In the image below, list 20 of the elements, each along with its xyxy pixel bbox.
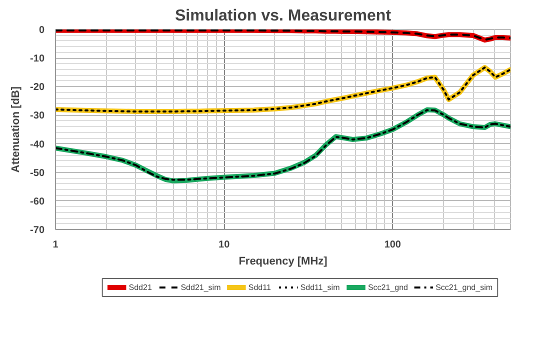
y-tick-label: -30	[30, 110, 45, 122]
y-tick-label: -40	[30, 139, 45, 150]
y-tick-label: -70	[30, 225, 45, 236]
y-tick-label: 0	[38, 25, 45, 36]
x-tick-label: 1	[52, 240, 59, 250]
legend-label: Scc21_gnd_sim	[436, 283, 493, 292]
x-tick-label: 100	[384, 240, 402, 250]
y-axis-title: Attenuation [dB]	[10, 86, 22, 173]
y-tick-label: -10	[30, 54, 45, 65]
legend-label: Scc21_gnd	[368, 283, 408, 292]
x-axis-title: Frequency [MHz]	[238, 256, 328, 268]
legend-label: Sdd11_sim	[300, 283, 340, 292]
legend-label: Sdd21	[128, 283, 152, 292]
y-tick-label: -50	[30, 168, 45, 179]
y-tick-label: -60	[30, 196, 45, 208]
chart-title: Simulation vs. Measurement	[174, 8, 392, 24]
y-tick-label: -20	[30, 82, 45, 94]
x-tick-label: 10	[218, 240, 230, 250]
legend-label: Sdd11	[248, 283, 272, 292]
legend-label: Sdd21_sim	[180, 283, 222, 292]
